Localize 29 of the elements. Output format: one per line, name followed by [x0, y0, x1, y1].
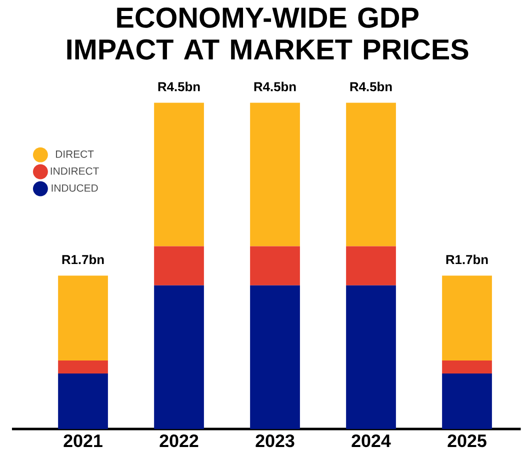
x-tick-label: 2025	[448, 434, 486, 448]
bar	[58, 276, 108, 361]
legend-label: DIRECT	[56, 150, 94, 158]
bar	[154, 285, 204, 430]
bar	[154, 246, 204, 286]
legend-label: INDUCED	[52, 184, 98, 192]
bar	[442, 276, 492, 361]
total-label: R1.7bn	[62, 254, 104, 264]
bar	[250, 102, 300, 246]
chart-title: ECONOMY-WIDE GDP IMPACT AT MARKET PRICES	[67, 8, 468, 60]
bar	[58, 374, 108, 430]
bar	[58, 360, 108, 374]
total-label: R4.5bn	[158, 82, 200, 92]
legend-label: INDIRECT	[50, 167, 99, 175]
x-tick-label: 2022	[160, 434, 198, 448]
bar	[346, 102, 396, 246]
x-tick-label: 2021	[64, 434, 102, 448]
bar	[442, 374, 492, 430]
x-tick-label: 2024	[352, 434, 391, 448]
bar	[346, 285, 396, 430]
bar	[250, 246, 300, 286]
bar	[346, 246, 396, 286]
bar	[250, 285, 300, 430]
total-label: R1.7bn	[446, 254, 488, 264]
total-label: R4.5bn	[350, 82, 392, 92]
x-tick-label: 2023	[256, 434, 294, 448]
bar	[154, 102, 204, 246]
bar	[442, 360, 492, 374]
total-label: R4.5bn	[254, 82, 296, 92]
